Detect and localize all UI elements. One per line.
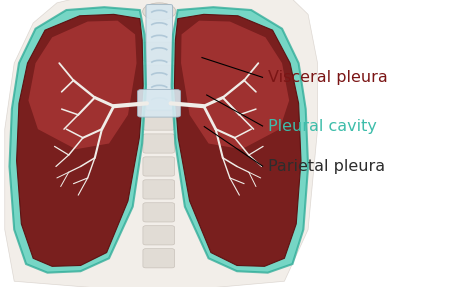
FancyBboxPatch shape [137, 90, 181, 117]
FancyBboxPatch shape [143, 203, 174, 222]
Polygon shape [5, 0, 318, 287]
Polygon shape [17, 14, 143, 266]
FancyBboxPatch shape [143, 249, 174, 268]
Polygon shape [172, 7, 308, 273]
FancyBboxPatch shape [143, 157, 174, 176]
Ellipse shape [143, 3, 176, 20]
Text: Visceral pleura: Visceral pleura [268, 70, 388, 85]
Polygon shape [174, 14, 301, 266]
FancyBboxPatch shape [146, 5, 173, 110]
FancyBboxPatch shape [143, 65, 174, 84]
FancyBboxPatch shape [143, 134, 174, 153]
FancyBboxPatch shape [143, 111, 174, 130]
Text: Parietal pleura: Parietal pleura [268, 159, 385, 174]
Polygon shape [28, 21, 137, 149]
Text: Pleural cavity: Pleural cavity [268, 119, 377, 134]
FancyBboxPatch shape [143, 88, 174, 107]
FancyBboxPatch shape [143, 42, 174, 61]
FancyBboxPatch shape [143, 180, 174, 199]
Polygon shape [181, 21, 289, 149]
FancyBboxPatch shape [143, 226, 174, 245]
Polygon shape [9, 7, 146, 273]
